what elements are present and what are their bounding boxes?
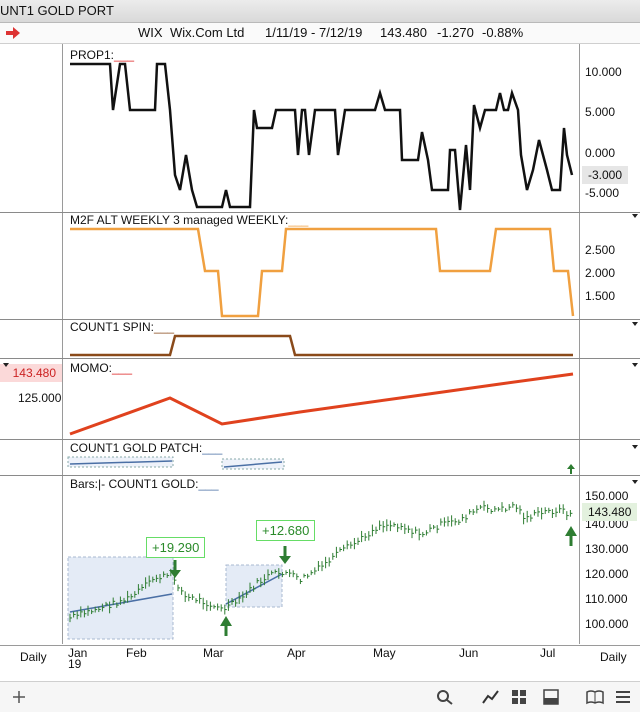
panel-menu-icon[interactable] <box>632 363 638 367</box>
patch-line-1 <box>69 460 173 465</box>
menu-icon[interactable] <box>614 689 632 705</box>
prop1-tick: -5.000 <box>585 186 620 200</box>
month-label: Mar <box>203 646 224 660</box>
gold-title[interactable]: Bars:|- COUNT1 GOLD:___ <box>70 477 219 491</box>
spin-series-line <box>70 334 573 357</box>
panel-divider[interactable] <box>0 358 640 359</box>
panel-menu-icon[interactable] <box>632 214 638 218</box>
m2f-tick: 1.500 <box>585 289 616 303</box>
arrow-down-icon <box>279 546 291 564</box>
momo-tick: 125.000 <box>18 391 62 405</box>
count-callout-1: +19.290 <box>146 537 206 558</box>
m2f-tick: 2.000 <box>585 266 616 280</box>
right-scale-column <box>579 44 640 644</box>
spin-title[interactable]: COUNT1 SPIN:___ <box>70 320 175 334</box>
line-chart-icon[interactable] <box>482 689 500 705</box>
arrow-down-icon <box>169 560 181 578</box>
momo-series-line <box>69 372 574 436</box>
panel-icon[interactable] <box>542 689 560 705</box>
search-icon[interactable] <box>436 689 454 705</box>
momo-title[interactable]: MOMO:___ <box>70 361 133 375</box>
gold-last-tag: 143.480 <box>582 503 638 521</box>
momo-value-tag: 143.480 <box>0 364 62 382</box>
panel-menu-icon[interactable] <box>632 480 638 484</box>
window-titlebar: UNT1 GOLD PORT <box>0 0 640 23</box>
month-label: Jul <box>540 646 556 660</box>
patch-line-2 <box>223 461 283 468</box>
left-scale-column <box>0 44 63 644</box>
arrow-up-icon <box>567 464 575 474</box>
trend-line-1 <box>69 593 173 613</box>
bottom-toolbar <box>0 681 640 712</box>
prop1-tick: 5.000 <box>585 105 616 119</box>
period-right[interactable]: Daily <box>600 650 627 664</box>
panel-divider[interactable] <box>0 319 640 320</box>
gold-tick: 100.000 <box>585 617 629 631</box>
month-label: Jun <box>459 646 479 660</box>
time-axis[interactable]: Daily Jan Feb Mar Apr May Jun Jul 19 Dai… <box>0 645 640 671</box>
m2f-tick: 2.500 <box>585 243 616 257</box>
count-callout-2: +12.680 <box>256 520 316 541</box>
arrow-right-icon[interactable] <box>6 27 20 39</box>
prop1-tick: 0.000 <box>585 146 616 160</box>
quote-change: -1.270 <box>437 25 474 40</box>
book-icon[interactable] <box>586 689 604 705</box>
prop1-value-tag: -3.000 <box>582 166 629 184</box>
period-left[interactable]: Daily <box>20 650 47 664</box>
prop1-title[interactable]: PROP1:___ <box>70 48 135 62</box>
panel-divider[interactable] <box>0 439 640 440</box>
gold-tick: 150.000 <box>585 489 629 503</box>
quote-bar: WIX Wix.Com Ltd 1/11/19 - 7/12/19 143.48… <box>0 23 640 44</box>
patch-title[interactable]: COUNT1 GOLD PATCH:___ <box>70 441 223 455</box>
gold-tick: 130.000 <box>585 542 629 556</box>
quote-range: 1/11/19 - 7/12/19 <box>265 25 363 40</box>
arrow-up-icon <box>220 616 232 636</box>
prop1-tick: 10.000 <box>585 65 622 79</box>
m2f-series-line <box>70 227 575 318</box>
prop1-series-line <box>70 62 574 211</box>
panel-menu-icon[interactable] <box>632 322 638 326</box>
gold-tick: 120.000 <box>585 567 629 581</box>
quote-name: Wix.Com Ltd <box>170 25 245 40</box>
year-label: 19 <box>68 657 82 671</box>
quote-symbol: WIX <box>138 25 163 40</box>
add-icon[interactable] <box>10 689 28 705</box>
month-label: Jan <box>68 646 88 660</box>
grid-icon[interactable] <box>510 689 528 705</box>
gold-tick: 110.000 <box>585 592 628 606</box>
panel-menu-icon[interactable] <box>3 363 9 367</box>
month-label: May <box>373 646 396 660</box>
panel-divider[interactable] <box>0 212 640 213</box>
window-title: UNT1 GOLD PORT <box>0 3 114 18</box>
arrow-up-icon <box>565 526 577 546</box>
panel-menu-icon[interactable] <box>632 445 638 449</box>
month-label: Feb <box>126 646 147 660</box>
month-label: Apr <box>287 646 306 660</box>
price-bars <box>69 500 573 623</box>
quote-pct: -0.88% <box>482 25 524 40</box>
panel-divider[interactable] <box>0 475 640 476</box>
m2f-title[interactable]: M2F ALT WEEKLY 3 managed WEEKLY:___ <box>70 213 309 227</box>
quote-last: 143.480 <box>380 25 427 40</box>
